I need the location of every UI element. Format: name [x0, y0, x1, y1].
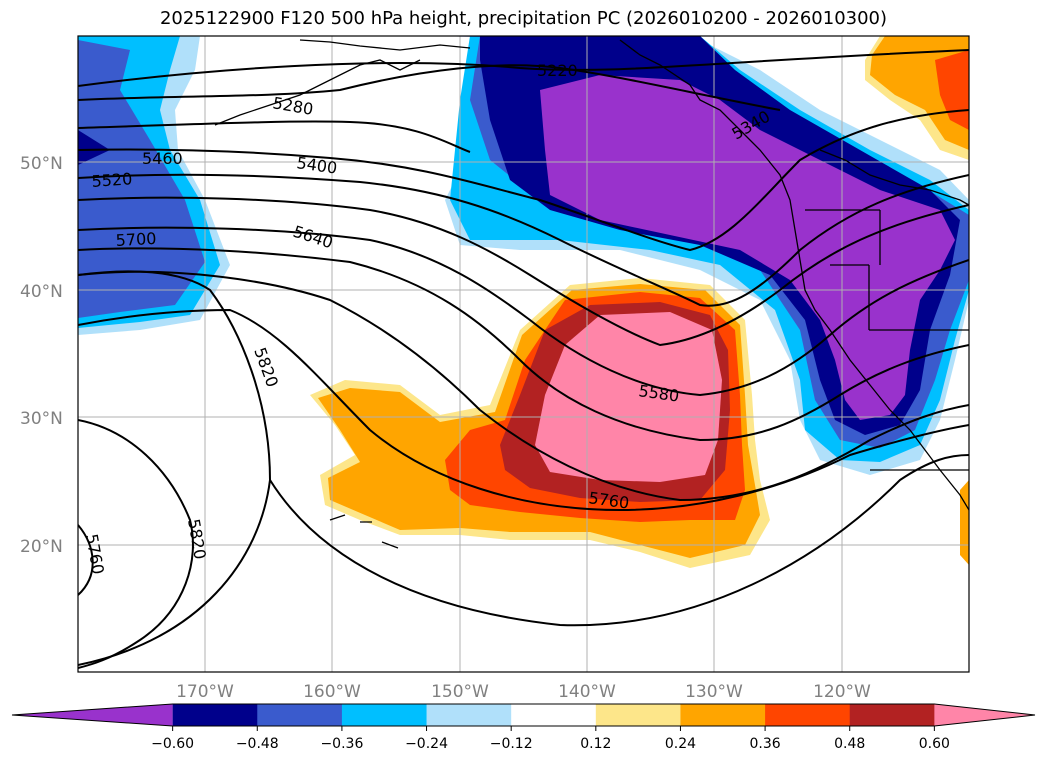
colorbar-tick-label: −0.60	[151, 736, 194, 752]
colorbar	[11, 703, 1036, 727]
contour-label-5520: 5520	[91, 169, 133, 191]
height-contours	[78, 49, 969, 669]
lon-label-160w: 160°W	[303, 682, 361, 702]
colorbar-swatch	[257, 704, 343, 726]
lat-label-30: 30°N	[20, 409, 63, 429]
colorbar-swatch	[426, 704, 512, 726]
colorbar-swatch	[849, 704, 935, 726]
colorbar-swatch	[341, 704, 428, 726]
lat-label-20: 20°N	[20, 537, 63, 557]
contour-label-5460: 5460	[142, 149, 183, 168]
contour-label-5700: 5700	[115, 229, 157, 250]
colorbar-swatch	[680, 704, 766, 726]
lon-label-130w: 130°W	[685, 682, 743, 702]
colorbar-swatch	[172, 704, 258, 726]
colorbar-tick-label: 0.60	[919, 736, 950, 752]
colorbar-swatch	[12, 704, 173, 726]
positive-anomaly-northeast	[865, 36, 969, 565]
lat-label-50: 50°N	[20, 154, 63, 174]
colorbar-swatch	[934, 704, 1035, 726]
colorbar-swatch	[765, 704, 851, 726]
colorbar-swatch	[511, 704, 597, 726]
colorbar-tick-label: −0.24	[405, 736, 448, 752]
map-frame	[77, 35, 970, 673]
latitude-labels: 50°N 40°N 30°N 20°N	[20, 154, 63, 557]
colorbar-swatch	[595, 704, 681, 726]
lon-label-120w: 120°W	[813, 682, 871, 702]
lon-label-140w: 140°W	[558, 682, 616, 702]
map-title: 2025122900 F120 500 hPa height, precipit…	[159, 8, 888, 29]
colorbar-tick-label: −0.48	[236, 736, 279, 752]
colorbar-tick-label: −0.36	[320, 736, 363, 752]
colorbar-tick-label: 0.12	[580, 736, 611, 752]
colorbar-tick-label: 0.48	[834, 736, 865, 752]
lat-label-40: 40°N	[20, 282, 63, 302]
contour-label-5220: 5220	[537, 61, 578, 80]
colorbar-tick-label: −0.12	[490, 736, 533, 752]
lon-label-150w: 150°W	[431, 682, 489, 702]
colorbar-tick-label: 0.24	[665, 736, 696, 752]
map-area	[78, 36, 969, 672]
colorbar-ticks: −0.60 −0.48 −0.36 −0.24 −0.12 0.12 0.24 0.36 0.4…	[151, 726, 950, 752]
lon-label-170w: 170°W	[176, 682, 234, 702]
colorbar-tick-label: 0.36	[750, 736, 781, 752]
longitude-labels: 170°W 160°W 150°W 140°W 130°W 120°W	[176, 682, 871, 702]
